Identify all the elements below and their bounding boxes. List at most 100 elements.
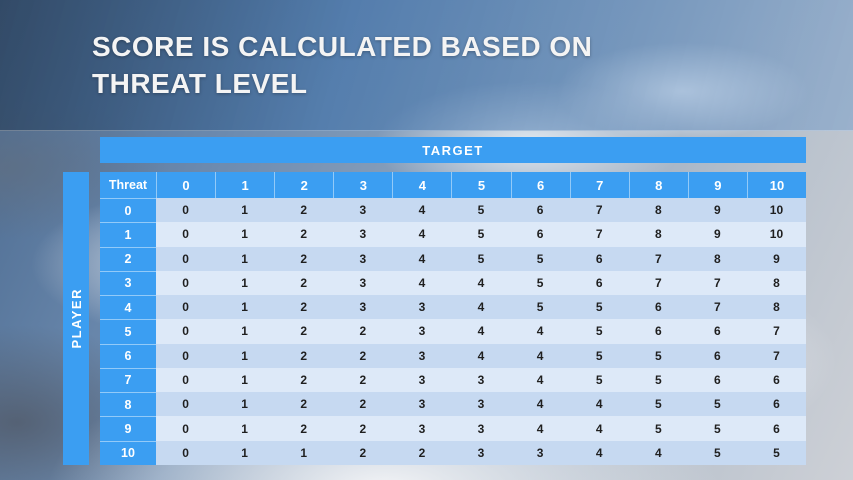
- column-header: 8: [628, 172, 688, 198]
- score-cell: 5: [628, 416, 688, 441]
- score-cell: 2: [333, 343, 393, 368]
- score-cell: 0: [156, 343, 216, 368]
- column-header: 0: [156, 172, 216, 198]
- score-cell: 5: [746, 440, 807, 465]
- row-header-threat: 1: [100, 222, 156, 247]
- score-cell: 2: [274, 343, 334, 368]
- score-cell: 5: [687, 392, 747, 417]
- score-cell: 6: [746, 367, 807, 393]
- score-cell: 1: [215, 222, 275, 247]
- score-cell: 6: [687, 319, 747, 344]
- score-cell: 4: [392, 270, 452, 296]
- score-cell: 3: [451, 392, 511, 417]
- score-cell: 4: [510, 343, 570, 368]
- score-cell: 5: [451, 222, 511, 247]
- score-cell: 2: [274, 246, 334, 271]
- score-cell: 5: [451, 198, 511, 223]
- row-header-threat: 3: [100, 270, 156, 296]
- score-cell: 5: [628, 343, 688, 368]
- score-cell: 2: [333, 416, 393, 441]
- score-cell: 2: [274, 367, 334, 393]
- score-cell: 3: [333, 222, 393, 247]
- score-cell: 4: [451, 270, 511, 296]
- score-cell: 4: [569, 416, 629, 441]
- score-cell: 5: [569, 343, 629, 368]
- row-header-threat: 5: [100, 319, 156, 344]
- score-cell: 2: [274, 416, 334, 441]
- target-axis-header: TARGET: [100, 137, 806, 163]
- row-header-threat: 9: [100, 416, 156, 441]
- score-cell: 0: [156, 416, 216, 441]
- score-table-body: 0 0 1 2 3 4 5 6 7 8 9 10 1 0 1 2 3 4 5 6 7 8 9 10 2 0 1 2 3 4 5 5 6 7 8 9 3 0…: [100, 198, 807, 465]
- score-cell: 6: [687, 367, 747, 393]
- score-cell: 9: [687, 198, 747, 223]
- score-cell: 3: [392, 295, 452, 320]
- row-header-threat: 10: [100, 440, 156, 465]
- score-cell: 4: [510, 392, 570, 417]
- score-cell: 7: [628, 246, 688, 271]
- column-header: 2: [274, 172, 334, 198]
- score-cell: 3: [333, 270, 393, 296]
- score-cell: 4: [510, 416, 570, 441]
- score-cell: 0: [156, 295, 216, 320]
- score-cell: 8: [628, 222, 688, 247]
- score-cell: 7: [687, 295, 747, 320]
- score-cell: 3: [451, 367, 511, 393]
- score-cell: 10: [746, 222, 807, 247]
- score-cell: 9: [687, 222, 747, 247]
- player-axis-label: PLAYER: [68, 288, 84, 349]
- page-title-line-1: SCORE IS CALCULATED BASED ON: [92, 31, 593, 62]
- score-cell: 2: [274, 319, 334, 344]
- table-row: 1 0 1 2 3 4 5 6 7 8 9 10: [100, 222, 807, 247]
- score-cell: 2: [333, 367, 393, 393]
- score-cell: 3: [392, 416, 452, 441]
- score-cell: 6: [510, 222, 570, 247]
- page-title: SCORE IS CALCULATED BASED ON THREAT LEVE…: [92, 28, 792, 102]
- score-cell: 5: [569, 319, 629, 344]
- column-header: 9: [687, 172, 747, 198]
- title-band: [0, 0, 853, 131]
- column-header: 6: [510, 172, 570, 198]
- score-cell: 5: [451, 246, 511, 271]
- score-cell: 4: [510, 367, 570, 393]
- score-cell: 7: [746, 343, 807, 368]
- page-title-line-2: THREAT LEVEL: [92, 68, 308, 99]
- score-cell: 2: [274, 270, 334, 296]
- score-cell: 3: [451, 416, 511, 441]
- score-cell: 0: [156, 392, 216, 417]
- column-header: 7: [569, 172, 629, 198]
- score-cell: 1: [274, 440, 334, 465]
- score-cell: 4: [569, 440, 629, 465]
- player-axis-header: PLAYER: [63, 172, 89, 465]
- score-cell: 7: [628, 270, 688, 296]
- row-header-threat: 0: [100, 198, 156, 223]
- score-cell: 3: [510, 440, 570, 465]
- table-row: 0 0 1 2 3 4 5 6 7 8 9 10: [100, 198, 807, 223]
- score-cell: 1: [215, 246, 275, 271]
- score-cell: 1: [215, 392, 275, 417]
- score-cell: 2: [392, 440, 452, 465]
- score-cell: 4: [510, 319, 570, 344]
- score-cell: 1: [215, 270, 275, 296]
- score-cell: 6: [746, 416, 807, 441]
- score-table: Threat 0 1 2 3 4 5 6 7 8 9 10 0 0 1 2 3 4 5 6 7 8 9 10 1 0 1 2 3 4 5…: [100, 172, 807, 465]
- score-cell: 7: [746, 319, 807, 344]
- score-cell: 2: [274, 295, 334, 320]
- score-cell: 6: [569, 270, 629, 296]
- column-header: 4: [392, 172, 452, 198]
- score-cell: 5: [687, 416, 747, 441]
- score-cell: 3: [333, 246, 393, 271]
- score-cell: 5: [510, 246, 570, 271]
- score-cell: 4: [451, 319, 511, 344]
- row-header-threat: 4: [100, 295, 156, 320]
- score-cell: 4: [392, 246, 452, 271]
- score-cell: 5: [510, 295, 570, 320]
- score-cell: 8: [628, 198, 688, 223]
- score-cell: 5: [628, 367, 688, 393]
- score-cell: 1: [215, 440, 275, 465]
